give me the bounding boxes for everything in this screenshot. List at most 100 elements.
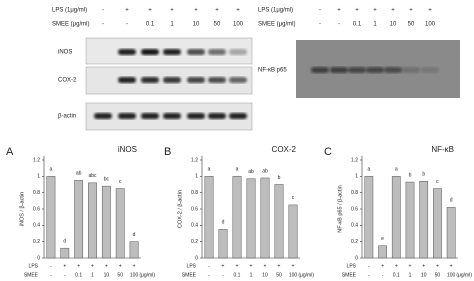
bar: [60, 247, 70, 259]
x-tick-label: -: [222, 272, 224, 278]
blot-band: [118, 77, 136, 83]
y-tick-label: 0.2: [191, 239, 198, 245]
x-tick-label: +: [450, 263, 453, 269]
x-tick-label: +: [292, 263, 295, 269]
lane-label: +: [373, 8, 377, 14]
lane-label: +: [428, 8, 432, 14]
x-tick-label: 100: [447, 272, 456, 278]
bar: [129, 241, 139, 259]
x-tick-label: +: [278, 263, 281, 269]
y-tick-label: 0.8: [351, 190, 358, 196]
y-tick-label: 0.4: [191, 223, 198, 229]
row-label: LPS (1μg/ml): [258, 8, 293, 14]
lane-label: -: [126, 22, 128, 28]
bar: [101, 185, 111, 259]
y-tick-label: 0.6: [33, 206, 40, 212]
x-tick-label: +: [91, 263, 94, 269]
x-tick-label: +: [395, 263, 398, 269]
chart-title: NF-κB: [431, 145, 454, 154]
blot-band: [330, 67, 348, 73]
x-tick-label: +: [250, 263, 253, 269]
x-tick-label: +: [264, 263, 267, 269]
significance-label: a: [208, 167, 211, 173]
bar: [433, 188, 442, 259]
bar: [88, 182, 97, 259]
y-tick-label: 0.2: [351, 239, 358, 245]
x-tick-label: 1: [91, 272, 94, 278]
x-tick-label: -: [208, 263, 210, 269]
lane-label: 100: [425, 22, 436, 28]
lane-label: +: [391, 8, 395, 14]
x-tick-label: -: [368, 272, 370, 278]
row-label: LPS: [187, 263, 197, 269]
significance-label: e: [381, 236, 384, 242]
row-label: SMEE (μg/ml): [258, 22, 295, 28]
significance-label: b: [422, 172, 425, 178]
lane-label: -: [319, 8, 321, 14]
bar: [288, 204, 298, 259]
x-tick-label: +: [436, 263, 439, 269]
bar: [405, 181, 415, 259]
blot-band: [94, 113, 112, 119]
y-tick-label: 1.2: [351, 157, 358, 163]
panel-letter: A: [6, 146, 14, 158]
x-tick-label: 10: [421, 272, 427, 278]
significance-label: a: [50, 167, 53, 173]
x-tick-label: 100: [130, 272, 139, 278]
y-tick-label: 0.6: [191, 206, 198, 212]
bar: [232, 176, 242, 259]
y-tick-label: 0: [37, 255, 40, 261]
x-tick-label: +: [236, 263, 239, 269]
y-tick-label: 0.8: [33, 190, 40, 196]
x-tick-label: -: [368, 263, 370, 269]
significance-label: d: [450, 198, 453, 204]
blot-band: [141, 113, 159, 119]
blot-band: [208, 77, 226, 83]
blot-band: [208, 113, 226, 119]
x-tick-label: +: [422, 263, 425, 269]
x-tick-label: +: [63, 263, 66, 269]
lane-label: 10: [193, 22, 200, 28]
significance-label: bc: [104, 176, 110, 182]
x-tick-label: 50: [435, 272, 441, 278]
y-tick-label: 1: [195, 174, 198, 180]
significance-label: a: [395, 167, 398, 173]
blot-band: [229, 49, 247, 55]
lane-label: +: [170, 8, 174, 14]
y-tick-label: 0.4: [33, 223, 40, 229]
x-tick-label: 100: [289, 272, 298, 278]
lane-label: 1: [170, 22, 174, 28]
blot-band: [163, 49, 181, 55]
significance-label: a: [367, 167, 370, 173]
y-axis-label: NF-κB p65 / β-actin: [337, 185, 343, 232]
bar: [46, 176, 56, 259]
x-tick-label: +: [133, 263, 136, 269]
row-label: LPS: [347, 263, 357, 269]
blot-band: [311, 67, 329, 73]
x-tick-label: 1: [250, 272, 253, 278]
significance-label: d: [133, 232, 136, 238]
lane-label: +: [125, 8, 129, 14]
significance-label: ab: [248, 169, 254, 175]
row-label: SMEE: [182, 272, 197, 278]
lane-label: -: [102, 8, 104, 14]
significance-label: b: [409, 172, 412, 178]
significance-label: a: [236, 167, 239, 173]
bar: [274, 184, 284, 259]
blot-band: [163, 113, 181, 119]
y-axis-label: COX-2 / β-actin: [177, 190, 183, 228]
y-tick-label: 0: [195, 255, 198, 261]
blot-label: NF-κB p65: [258, 68, 287, 74]
y-tick-label: 1: [37, 174, 40, 180]
significance-label: c: [119, 179, 122, 185]
x-tick-label: -: [64, 272, 66, 278]
lane-label: +: [236, 8, 240, 14]
y-tick-label: 1: [355, 174, 358, 180]
chart-title: COX-2: [272, 145, 297, 154]
blot-band: [421, 67, 439, 73]
blot-band: [384, 67, 402, 73]
row-label: SMEE (μg/ml): [52, 22, 89, 28]
blot-band: [208, 49, 226, 55]
y-tick-label: 0: [355, 255, 358, 261]
